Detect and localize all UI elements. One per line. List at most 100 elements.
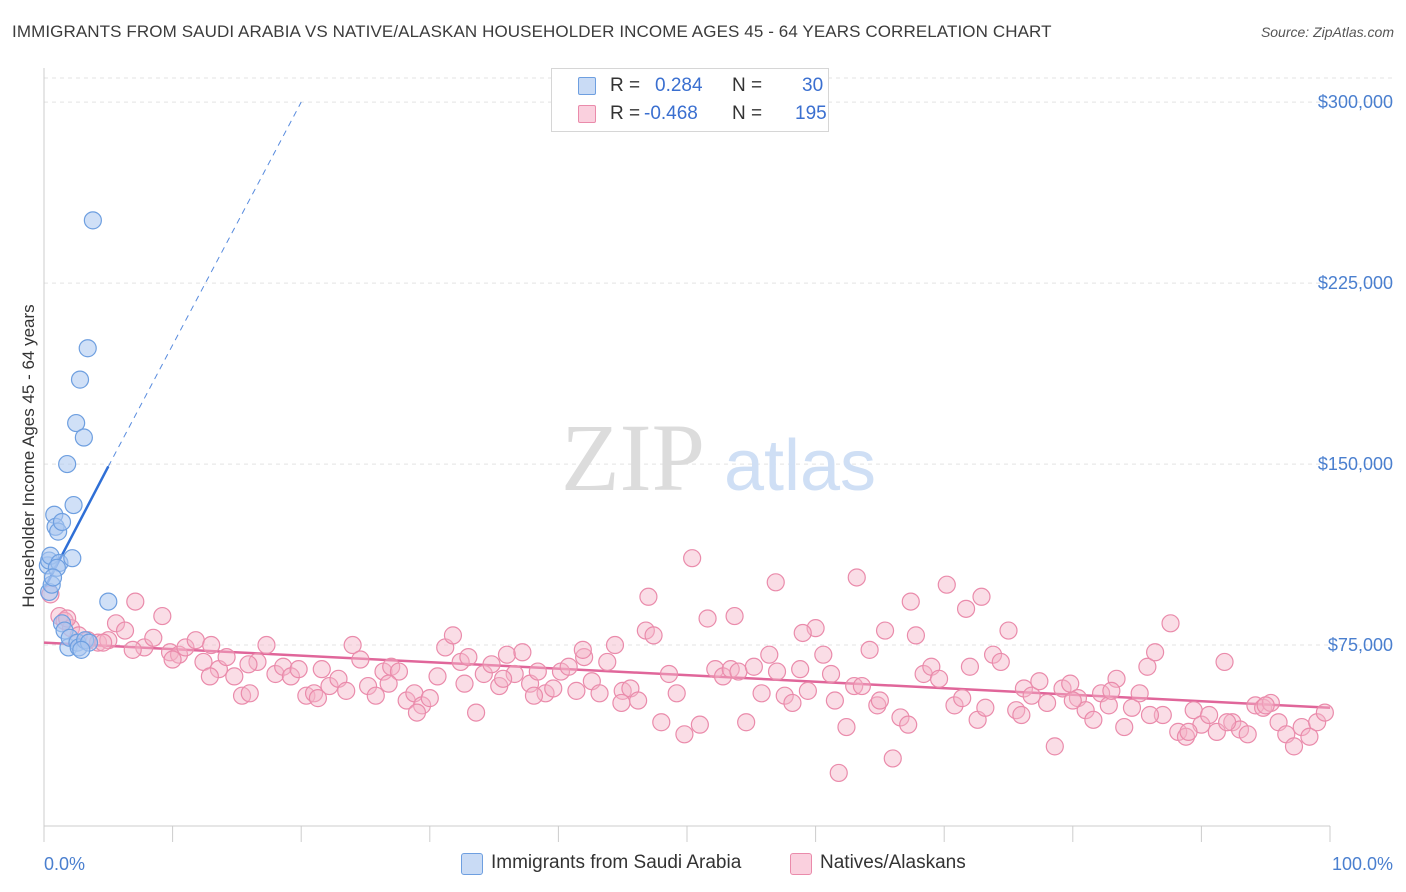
point-natives bbox=[1218, 713, 1237, 732]
point-saudi bbox=[83, 211, 102, 230]
point-natives bbox=[956, 599, 976, 618]
point-natives bbox=[1122, 698, 1142, 717]
point-natives bbox=[945, 696, 964, 715]
point-natives bbox=[798, 681, 817, 700]
point-natives bbox=[698, 609, 717, 628]
point-saudi bbox=[58, 454, 77, 474]
point-natives bbox=[953, 689, 972, 708]
point-natives bbox=[1012, 705, 1031, 725]
point-natives bbox=[153, 606, 172, 626]
point-natives bbox=[1140, 705, 1160, 725]
point-natives bbox=[123, 640, 142, 659]
point-natives bbox=[868, 696, 887, 715]
point-natives bbox=[358, 676, 378, 696]
point-natives bbox=[513, 643, 532, 662]
point-saudi bbox=[78, 339, 97, 358]
point-natives bbox=[991, 652, 1010, 672]
point-natives bbox=[775, 686, 794, 705]
point-natives bbox=[217, 647, 236, 667]
point-natives bbox=[729, 662, 748, 681]
point-natives bbox=[1130, 684, 1149, 703]
legend-row-natives: R = -0.468 N = 195 bbox=[552, 101, 828, 127]
point-saudi bbox=[72, 640, 91, 659]
point-natives bbox=[239, 655, 258, 674]
point-natives bbox=[659, 664, 679, 684]
point-natives bbox=[1084, 710, 1103, 729]
point-natives bbox=[257, 635, 276, 655]
legend-n-value: 195 bbox=[795, 103, 827, 124]
point-saudi bbox=[74, 428, 93, 447]
legend-n-label: N = bbox=[732, 103, 763, 124]
point-natives bbox=[466, 703, 486, 722]
point-natives bbox=[829, 763, 848, 783]
point-natives bbox=[1076, 701, 1095, 720]
point-natives bbox=[524, 686, 544, 705]
point-natives bbox=[1138, 657, 1157, 676]
legend-r-value: -0.468 bbox=[644, 103, 698, 124]
legend: R = 0.284 N = 30 R = -0.468 N = 195 bbox=[551, 68, 829, 132]
point-natives bbox=[337, 681, 356, 700]
point-natives bbox=[612, 693, 631, 713]
point-natives bbox=[1284, 737, 1304, 756]
point-saudi bbox=[63, 549, 82, 568]
point-natives bbox=[428, 667, 447, 686]
point-natives bbox=[567, 681, 586, 700]
point-natives bbox=[1045, 737, 1064, 756]
point-natives bbox=[202, 635, 221, 655]
point-natives bbox=[497, 645, 517, 664]
point-natives bbox=[883, 749, 902, 768]
point-natives bbox=[1022, 686, 1041, 705]
point-natives bbox=[494, 669, 513, 688]
point-natives bbox=[312, 660, 331, 679]
point-natives bbox=[825, 691, 844, 710]
y-axis-label: Householder Income Ages 45 - 64 years bbox=[19, 304, 38, 607]
legend-swatch-natives bbox=[578, 105, 596, 123]
point-natives bbox=[793, 623, 812, 643]
y-tick-label: $300,000 bbox=[1318, 92, 1393, 112]
point-saudi bbox=[70, 370, 90, 389]
legend-n-value: 30 bbox=[802, 75, 824, 96]
point-natives bbox=[1161, 614, 1180, 633]
point-natives bbox=[652, 713, 671, 732]
point-natives bbox=[163, 650, 182, 669]
point-natives bbox=[783, 693, 802, 713]
point-natives bbox=[1037, 693, 1057, 713]
point-natives bbox=[351, 650, 370, 669]
point-saudi bbox=[43, 568, 63, 587]
point-natives bbox=[573, 640, 592, 659]
x-tick-labels: 0.0% 100.0% bbox=[44, 854, 1393, 874]
y-tick-label: $75,000 bbox=[1328, 635, 1393, 655]
point-natives bbox=[847, 568, 866, 587]
point-natives bbox=[976, 698, 995, 717]
legend-swatch-saudi bbox=[578, 77, 596, 95]
point-natives bbox=[1115, 717, 1134, 737]
point-natives bbox=[837, 717, 856, 737]
legend-r-label: R = bbox=[610, 75, 641, 96]
watermark-atlas: atlas bbox=[724, 426, 876, 506]
chart-title: IMMIGRANTS FROM SAUDI ARABIA VS NATIVE/A… bbox=[12, 22, 1052, 41]
point-natives bbox=[891, 708, 910, 727]
point-natives bbox=[899, 715, 918, 734]
axes bbox=[43, 68, 1331, 842]
point-natives bbox=[821, 664, 841, 684]
trendline-saudi-dashed bbox=[107, 101, 302, 467]
point-natives bbox=[1007, 701, 1026, 720]
bottom-legend-swatch-natives bbox=[790, 853, 812, 875]
point-natives bbox=[814, 645, 833, 664]
legend-row-saudi: R = 0.284 N = 30 bbox=[552, 73, 828, 99]
point-saudi bbox=[52, 512, 72, 532]
point-natives bbox=[690, 715, 709, 734]
point-natives bbox=[590, 684, 609, 703]
y-tick-labels: $75,000 $150,000 $225,000 $300,000 bbox=[1318, 92, 1393, 655]
point-natives bbox=[725, 606, 744, 626]
point-natives bbox=[420, 689, 439, 708]
point-natives bbox=[1030, 672, 1049, 691]
point-natives bbox=[845, 676, 864, 696]
bottom-legend-swatch-saudi bbox=[461, 853, 483, 875]
point-natives bbox=[1063, 691, 1082, 710]
points-saudi bbox=[38, 211, 118, 659]
grid-lines bbox=[44, 77, 1392, 646]
point-natives bbox=[760, 645, 779, 664]
point-natives bbox=[875, 621, 895, 640]
point-natives bbox=[289, 660, 308, 679]
